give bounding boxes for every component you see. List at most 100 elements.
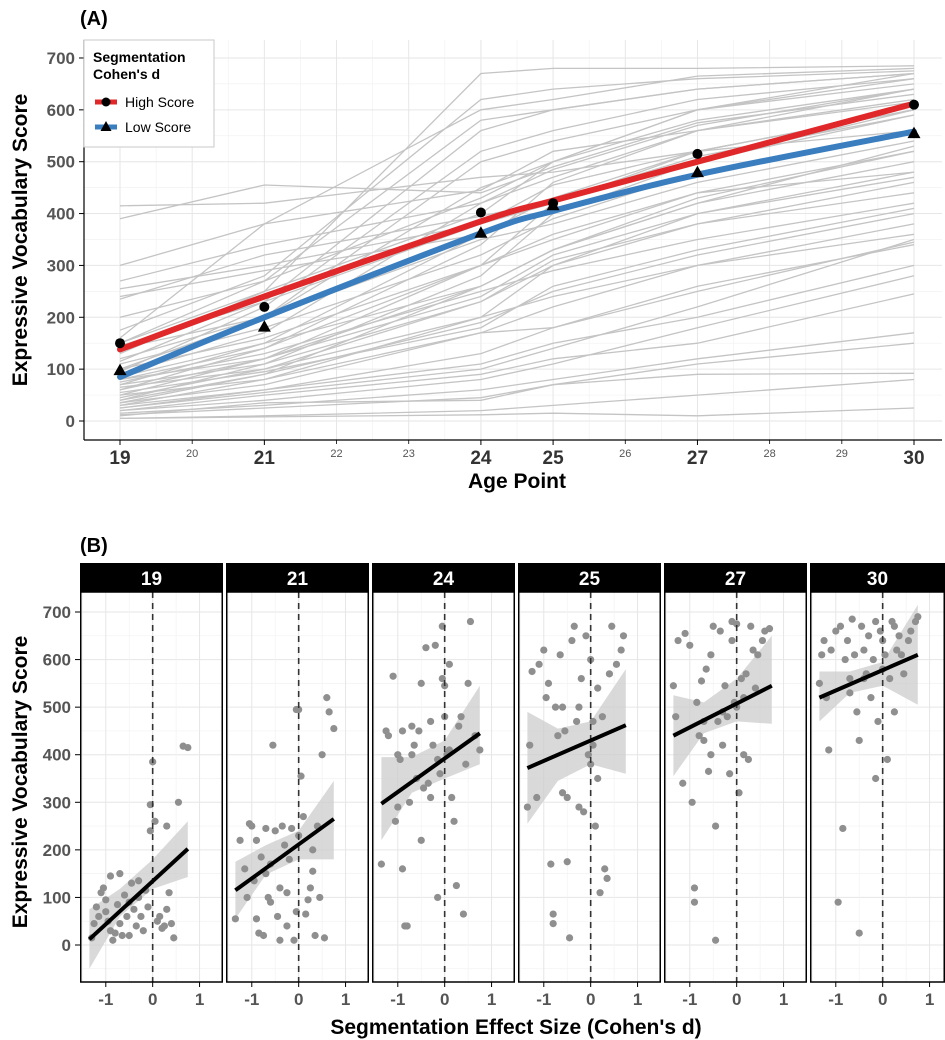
scatter-point [563,793,571,802]
scatter-point [95,912,103,921]
high-score-point [259,301,270,312]
scatter-point [325,708,333,716]
a-xtick-label-major: 27 [687,448,708,469]
panel-a-fitted-lines [117,100,917,380]
facet-plot-content [226,592,369,982]
a-ytick-label: 200 [47,308,75,327]
scatter-point [881,651,889,659]
scatter-point [457,713,465,721]
facet-strip [810,563,945,592]
scatter-point [306,884,314,892]
a-xtick-label-minor: 22 [330,448,342,460]
scatter-point [846,689,854,697]
scatter-point [841,655,849,664]
confidence-band [235,780,334,919]
scatter-point [848,615,856,623]
b-xtick-label: -1 [682,990,697,1009]
scatter-point [127,879,136,887]
scatter-point [299,812,307,821]
scatter-point [605,670,614,678]
scatter-point [422,644,430,652]
scatter-point [398,865,407,873]
b-ytick-label: 200 [43,841,71,860]
scatter-point [160,922,168,930]
scatter-point [278,822,286,830]
facet-24: 24 -1 0 1 [372,563,515,1009]
scatter-point [839,824,847,833]
scatter-point [535,660,543,668]
facet-background [810,592,945,982]
scatter-point [276,936,284,944]
low-score-point [546,198,560,211]
b-xtick-label: 0 [148,990,157,1009]
scatter-point [855,929,863,937]
scatter-point [113,900,122,909]
b-ytick-label: 100 [43,888,71,907]
scatter-point [577,675,585,683]
scatter-point [318,751,326,759]
b-xtick-label: -1 [536,990,551,1009]
trajectory-line-42 [119,238,915,409]
trajectory-line-26 [119,192,915,386]
scatter-point [476,746,484,754]
panel-a-chart: 0 100 200 300 400 500 600 700 19 21 24 25 27 30 20 22 2… [9,39,942,493]
facet-21: 21 -1 0 1 [226,563,369,1009]
panel-a-observed-points [113,99,921,376]
panel-b-y-axis-title: Expressive Vocabulary Score [9,636,32,929]
scatter-point [403,922,411,930]
scatter-point [575,803,583,811]
scatter-point [165,889,173,897]
scatter-point [118,931,126,940]
b-ytick-label: 400 [43,746,71,765]
scatter-point [747,622,755,630]
scatter-point [818,651,826,659]
b-xtick-label: 0 [732,990,741,1009]
a-xtick-label-major: 24 [470,448,492,469]
facet-27: 27 -1 0 1 [664,563,807,1009]
scatter-point [452,881,460,890]
scatter-point [690,884,699,892]
trajectory-line-3 [119,88,915,282]
scatter-point [573,717,581,726]
low-score-point [907,126,921,139]
scatter-point [106,872,115,880]
scatter-point [257,853,265,861]
trajectory-line-27 [119,109,915,386]
trajectory-line-48 [119,378,915,420]
a-ytick-label: 700 [47,49,75,68]
trajectory-line-32 [119,171,915,396]
trajectory-line-38 [119,150,915,404]
scatter-point [90,919,98,928]
scatter-point [836,622,845,630]
facet-plot-content [664,592,807,982]
scatter-point [608,622,616,630]
a-xtick-label-minor: 20 [186,448,198,460]
low-score-point [690,165,704,178]
scatter-point [135,877,143,885]
facet-strip [226,563,369,592]
scatter-point [825,746,833,754]
legend-title-line-2: Cohen's d [93,66,160,82]
scatter-point [170,934,178,942]
scatter-point [754,651,762,659]
a-ytick-label: 0 [66,412,75,431]
scatter-point [398,727,407,735]
facet-strip [664,563,807,592]
scatter-point [594,774,602,783]
a-xtick-label-major: 25 [543,448,565,469]
scatter-point [285,855,293,863]
scatter-point [711,936,720,944]
scatter-point [427,793,435,802]
scatter-point [174,798,183,806]
scatter-point [716,627,724,635]
facet-strip-label: 21 [287,569,309,590]
scatter-point [116,919,124,928]
scatter-point [598,713,606,721]
a-xtick-label-minor: 29 [836,448,848,460]
regression-line [672,683,773,738]
scatter-point [832,627,840,635]
scatter-point [330,724,338,733]
trajectory-line-41 [119,264,915,409]
a-ytick-label: 600 [47,101,75,120]
